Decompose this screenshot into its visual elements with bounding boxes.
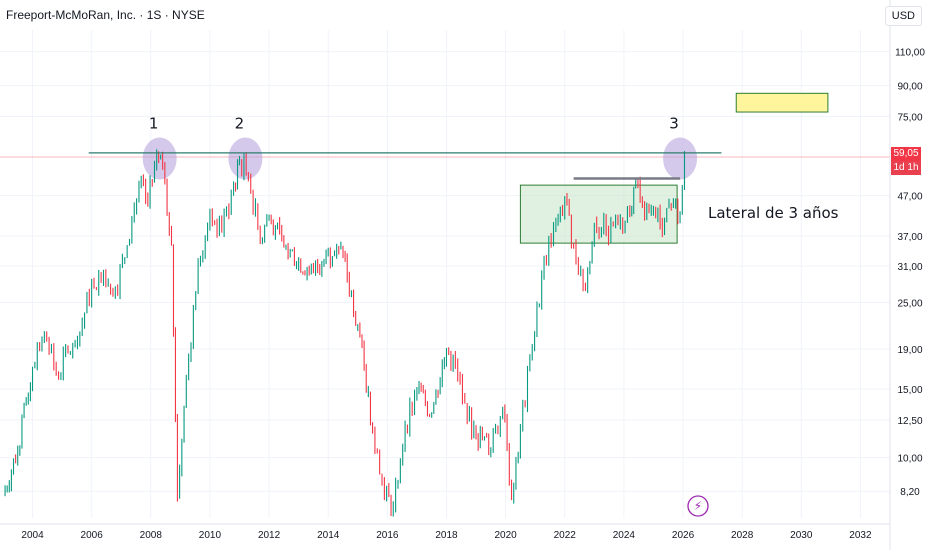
y-tick-label: 110,00 bbox=[895, 48, 925, 59]
x-tick-label: 2032 bbox=[849, 530, 872, 541]
x-tick-label: 2006 bbox=[81, 530, 104, 541]
x-tick-label: 2008 bbox=[140, 530, 163, 541]
y-tick-label: 75,00 bbox=[897, 112, 922, 123]
y-tick-label: 90,00 bbox=[897, 82, 922, 93]
bar-countdown: 1d 1h bbox=[891, 161, 921, 175]
range-label: Lateral de 3 años bbox=[708, 204, 839, 222]
peak-highlight-circle[interactable] bbox=[663, 137, 698, 180]
x-tick-label: 2012 bbox=[258, 530, 281, 541]
peak-highlight-circle[interactable] bbox=[228, 137, 263, 180]
y-tick-label: 25,00 bbox=[897, 298, 922, 309]
x-tick-label: 2022 bbox=[554, 530, 577, 541]
x-tick-label: 2004 bbox=[21, 530, 44, 541]
drawing-overlays-front: 1 2 3 Lateral de 3 años bbox=[88, 115, 839, 222]
x-tick-label: 2010 bbox=[199, 530, 222, 541]
y-tick-label: 12,50 bbox=[897, 416, 922, 427]
currency-selector[interactable]: USD bbox=[884, 6, 922, 26]
gridlines bbox=[0, 30, 890, 518]
x-tick-label: 2026 bbox=[672, 530, 695, 541]
y-tick-label: 47,00 bbox=[897, 192, 922, 203]
y-tick-label: 37,00 bbox=[897, 232, 922, 243]
chart-title: Freeport-McMoRan, Inc. · 1S · NYSE bbox=[6, 8, 205, 22]
last-price-value: 59,05 bbox=[891, 147, 921, 161]
x-tick-label: 2018 bbox=[435, 530, 458, 541]
peak-label: 3 bbox=[669, 115, 679, 133]
x-tick-label: 2014 bbox=[317, 530, 340, 541]
peak-label: 2 bbox=[235, 115, 245, 133]
target-box[interactable] bbox=[735, 92, 829, 113]
y-tick-label: 31,00 bbox=[897, 262, 922, 273]
y-tick-label: 15,00 bbox=[897, 385, 922, 396]
x-tick-label: 2030 bbox=[790, 530, 813, 541]
x-tick-label: 2024 bbox=[613, 530, 636, 541]
alert-button[interactable]: ⚡ bbox=[687, 495, 709, 517]
peak-label: 1 bbox=[149, 115, 159, 133]
x-tick-label: 2016 bbox=[376, 530, 399, 541]
alert-button-ring bbox=[687, 495, 709, 517]
lightning-icon: ⚡ bbox=[694, 499, 702, 513]
x-tick-label: 2028 bbox=[731, 530, 754, 541]
y-tick-label: 10,00 bbox=[897, 454, 922, 465]
y-tick-label: 8,20 bbox=[900, 487, 920, 498]
x-tick-label: 2020 bbox=[494, 530, 517, 541]
price-series bbox=[4, 149, 686, 517]
x-axis[interactable]: 2004 2006 2008 2010 2012 2014 2016 2018 2020 2022… bbox=[0, 523, 890, 541]
y-tick-label: 19,00 bbox=[897, 345, 922, 356]
y-axis[interactable]: 110,00 90,00 75,00 47,00 37,00 31,00 25,00 19,0… bbox=[889, 0, 925, 550]
peak-highlight-circle[interactable] bbox=[142, 137, 177, 180]
